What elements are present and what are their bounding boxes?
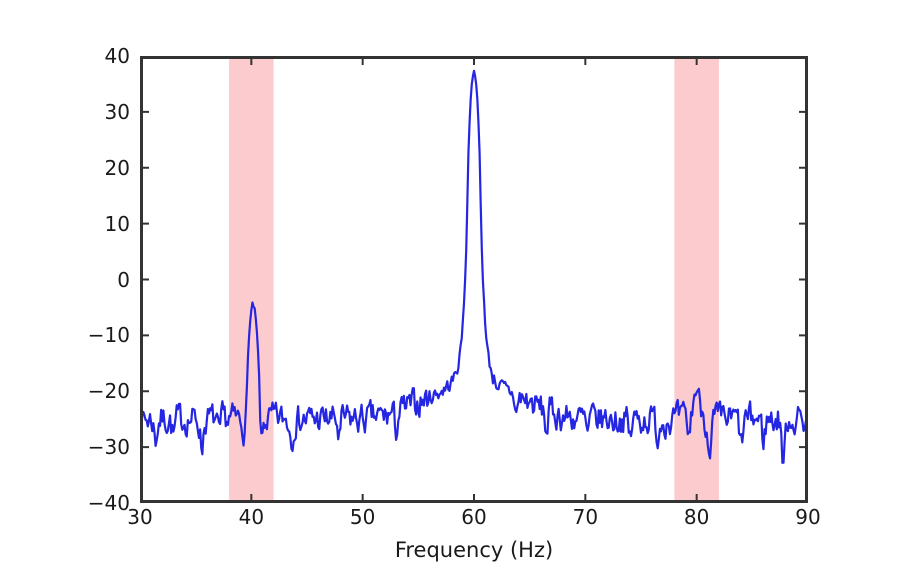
y-tick-label: −20 [87,379,130,404]
y-tick-label: 10 [104,211,130,236]
y-tick-label: 40 [104,44,130,68]
y-tick-label: 30 [104,99,130,124]
x-axis-label: Frequency (Hz) [394,538,554,562]
x-tick-label: 50 [349,505,376,529]
y-tick-label: 0 [117,267,130,292]
y-tick-label: 20 [104,155,130,180]
y-tick-label: −10 [87,323,130,348]
y-tick-label: −40 [87,491,130,515]
x-tick-label: 30 [127,505,153,529]
plot-area [140,56,808,503]
y-tick-label: −30 [87,435,130,460]
highlight-band [229,56,274,503]
x-tick-label: 90 [795,505,821,529]
spectrum-line [140,69,808,464]
spectrum-plot [140,56,808,503]
x-tick-label: 60 [461,505,487,529]
x-tick-label: 80 [683,505,710,529]
x-tick-label: 70 [572,505,599,529]
x-tick-label: 40 [238,505,265,529]
